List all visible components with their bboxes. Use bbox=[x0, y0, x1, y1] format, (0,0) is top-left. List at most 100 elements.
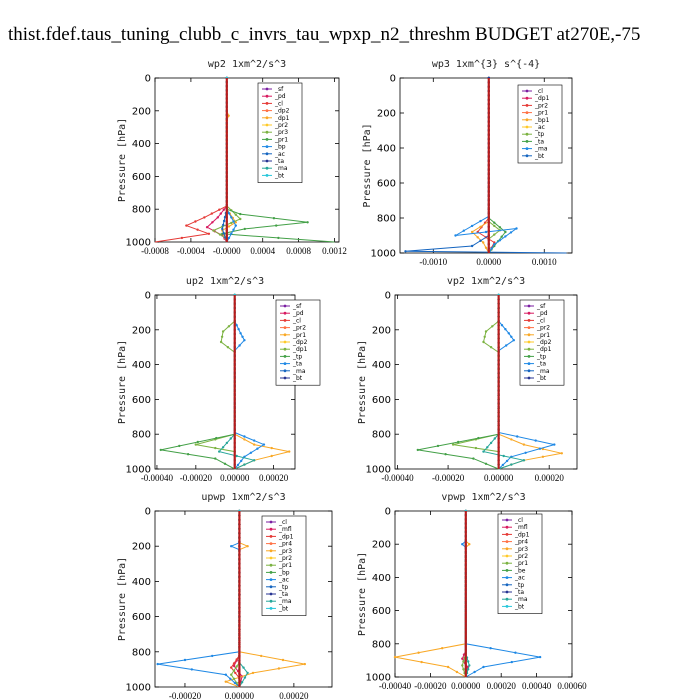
legend-label: _ma bbox=[536, 368, 550, 375]
data-point bbox=[306, 221, 309, 224]
data-point bbox=[493, 221, 496, 224]
y-tick-label: 600 bbox=[372, 395, 391, 406]
x-tick-label: 0.00040 bbox=[522, 681, 552, 691]
legend-box bbox=[257, 82, 303, 183]
y-tick-label: 1000 bbox=[126, 238, 151, 249]
data-point bbox=[218, 208, 221, 211]
panel-title: upwp 1xm^2/s^3 bbox=[201, 492, 285, 503]
data-point bbox=[256, 447, 259, 450]
legend-marker bbox=[269, 542, 273, 545]
y-tick-label: 200 bbox=[132, 106, 151, 117]
data-point bbox=[156, 662, 159, 666]
data-point bbox=[498, 226, 502, 229]
data-point bbox=[227, 212, 231, 215]
legend-label: _pr2 bbox=[292, 325, 306, 332]
y-axis-label: Pressure [hPa] bbox=[357, 552, 368, 636]
legend-marker bbox=[283, 333, 287, 337]
data-point bbox=[479, 239, 482, 242]
legend-marker bbox=[525, 132, 529, 136]
data-point bbox=[243, 463, 246, 466]
panels-container: wp2 1xm^2/s^3 Pressure [hPa] 0 200 400 600 800… bbox=[117, 59, 587, 700]
data-point bbox=[393, 655, 397, 659]
legend-label: _pr1 bbox=[534, 110, 548, 117]
legend-marker bbox=[525, 154, 529, 158]
panel-title: wp2 1xm^2/s^3 bbox=[208, 59, 286, 70]
y-tick-label: 600 bbox=[132, 395, 151, 406]
data-point bbox=[222, 223, 225, 227]
legend-marker bbox=[269, 520, 273, 524]
y-axis-label: Pressure [hPa] bbox=[117, 118, 128, 202]
data-point bbox=[498, 239, 502, 242]
data-point bbox=[226, 346, 230, 349]
y-tick-label: 800 bbox=[132, 205, 151, 216]
x-tick-label: 0.0008 bbox=[286, 246, 311, 256]
x-tick-label: 0.00060 bbox=[557, 681, 587, 691]
data-point bbox=[185, 224, 188, 227]
panel-title: up2 1xm^2/s^3 bbox=[186, 276, 264, 287]
legend-marker bbox=[525, 89, 529, 93]
data-point bbox=[230, 221, 233, 225]
data-point bbox=[479, 219, 482, 223]
data-point bbox=[534, 439, 537, 442]
data-point bbox=[489, 647, 492, 650]
data-point bbox=[253, 443, 256, 446]
data-point bbox=[233, 681, 237, 685]
data-point bbox=[470, 244, 474, 248]
legend-label: _bt bbox=[278, 605, 289, 612]
y-tick-label: 0 bbox=[385, 291, 391, 302]
legend-label: _ta bbox=[514, 589, 524, 596]
legend-marker bbox=[265, 87, 269, 91]
data-point bbox=[482, 450, 485, 453]
legend-label: _tp bbox=[536, 353, 546, 360]
legend-marker bbox=[527, 319, 531, 322]
data-point bbox=[246, 545, 249, 548]
legend-label: _ta bbox=[274, 158, 284, 165]
x-tick-label: -0.0004 bbox=[177, 246, 205, 256]
y-tick-label: 400 bbox=[132, 577, 151, 588]
data-point bbox=[215, 436, 218, 440]
data-point bbox=[472, 457, 475, 460]
y-tick-label: 800 bbox=[377, 214, 396, 225]
data-point bbox=[507, 332, 510, 335]
data-point bbox=[462, 668, 465, 671]
legend-marker bbox=[269, 592, 273, 596]
legend-label: _be bbox=[514, 567, 526, 574]
y-tick-label: 200 bbox=[377, 109, 396, 120]
data-point bbox=[214, 457, 217, 460]
y-tick-label: 0 bbox=[385, 507, 391, 518]
data-point bbox=[243, 676, 247, 679]
legend-label: _bp bbox=[278, 569, 290, 576]
x-tick-label: 0.0010 bbox=[532, 257, 557, 267]
legend-marker bbox=[265, 174, 269, 177]
plot-frame bbox=[399, 77, 573, 254]
data-point bbox=[243, 339, 246, 342]
y-axis-label: Pressure [hPa] bbox=[117, 557, 128, 641]
data-point bbox=[224, 673, 227, 676]
panel-title: vpwp 1xm^2/s^3 bbox=[441, 492, 525, 503]
data-point bbox=[222, 208, 225, 211]
data-point bbox=[505, 459, 509, 463]
data-point bbox=[467, 668, 470, 671]
x-tick-label: 0.00000 bbox=[451, 681, 481, 691]
data-point bbox=[493, 224, 496, 228]
legend-label: _sf bbox=[274, 86, 284, 93]
y-tick-label: 1000 bbox=[366, 465, 391, 476]
legend-marker bbox=[269, 571, 273, 574]
legend-box bbox=[497, 513, 543, 614]
data-point bbox=[232, 669, 236, 672]
data-point bbox=[277, 667, 281, 670]
plot-frame bbox=[394, 294, 578, 470]
x-tick-label: -0.0010 bbox=[419, 257, 447, 267]
legend-marker bbox=[527, 355, 531, 358]
data-point bbox=[222, 232, 225, 235]
series-line-pr2 bbox=[394, 511, 471, 678]
data-point bbox=[232, 677, 236, 680]
data-point bbox=[504, 235, 507, 238]
data-point bbox=[230, 673, 233, 676]
legend-label: _pr2 bbox=[536, 325, 550, 332]
legend-label: _pr1 bbox=[274, 136, 288, 143]
data-point bbox=[234, 224, 237, 227]
data-point bbox=[522, 459, 526, 462]
data-point bbox=[486, 446, 489, 449]
legend-label: _sf bbox=[536, 303, 546, 310]
